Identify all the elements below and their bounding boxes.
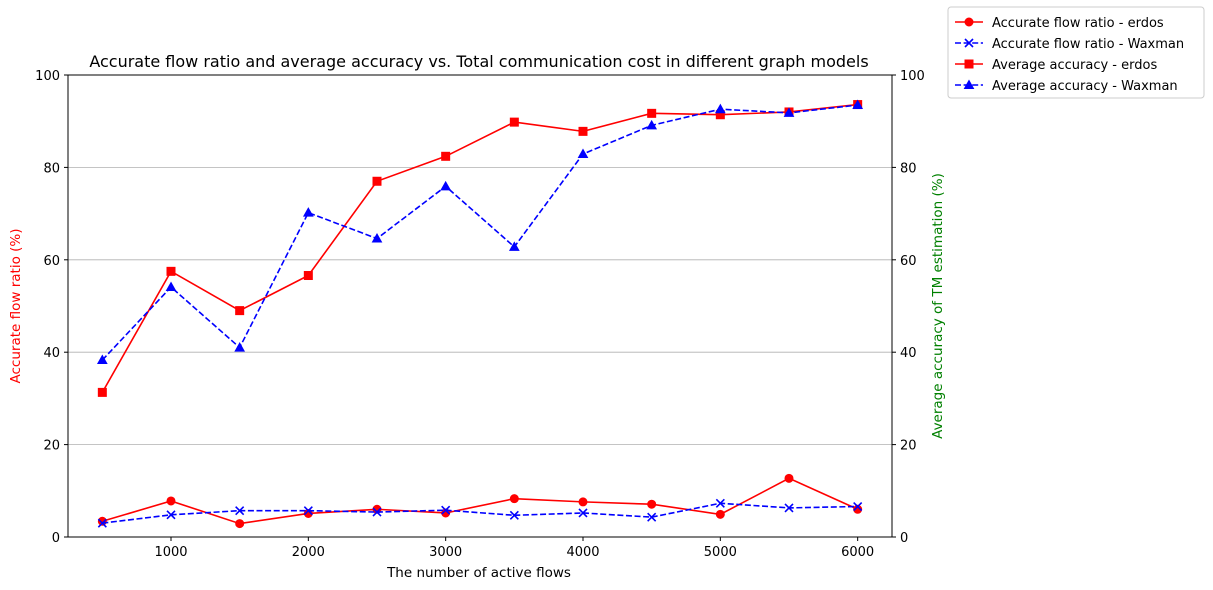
data-point (166, 266, 176, 276)
data-point (97, 387, 107, 397)
data-point (578, 126, 588, 136)
legend-marker (963, 79, 975, 89)
legend-box (947, 6, 1205, 99)
y-right-tick-label: 40 (900, 346, 917, 361)
x-tick-label: 2000 (292, 545, 325, 560)
data-point (440, 180, 452, 191)
data-point (647, 108, 657, 118)
data-point (371, 233, 383, 243)
y-left-tick-label: 100 (35, 69, 60, 84)
data-point (509, 494, 519, 504)
series-accurate-flow-ratio-waxman (97, 498, 863, 528)
data-point (235, 519, 245, 529)
data-point (646, 119, 658, 130)
data-point (784, 503, 794, 513)
series-accurate-flow-ratio-erdos (97, 473, 863, 529)
data-point (234, 342, 246, 352)
data-point (578, 508, 588, 518)
y-left-tick-label: 0 (52, 531, 60, 546)
plot-frame (67, 74, 893, 538)
data-point (784, 473, 794, 483)
data-point (853, 501, 863, 512)
data-point (165, 281, 177, 292)
data-point (97, 518, 107, 528)
series-line (101, 104, 858, 361)
data-point (714, 103, 726, 114)
data-point (783, 107, 795, 117)
legend-label: Average accuracy - erdos (992, 58, 1157, 73)
data-point (96, 354, 108, 365)
data-point (303, 271, 313, 281)
chart-title: Accurate flow ratio and average accuracy… (89, 52, 868, 71)
legend: Accurate flow ratio - erdos Accurate flow… (947, 6, 1205, 99)
y-axis-right-title: Average accuracy of TM estimation (%) (930, 173, 946, 439)
x-axis: 1000 2000 3000 4000 5000 6000 (154, 537, 874, 560)
y-right-tick-label: 0 (900, 531, 908, 546)
x-axis-title: The number of active flows (386, 565, 571, 581)
legend-entry: Average accuracy - erdos (955, 58, 1157, 73)
series-line (102, 477, 858, 525)
data-point (509, 117, 519, 127)
y-right-tick-label: 80 (900, 161, 917, 176)
legend-label: Accurate flow ratio - erdos (992, 16, 1164, 31)
x-tick-label: 6000 (841, 545, 874, 560)
data-point (647, 499, 657, 509)
data-point (235, 506, 245, 516)
legend-entry: Accurate flow ratio - erdos (955, 16, 1164, 31)
data-point (577, 148, 589, 159)
data-point (303, 506, 313, 516)
data-point (235, 306, 245, 316)
y-left-tick-label: 60 (43, 254, 60, 269)
data-point (715, 509, 725, 519)
data-point (441, 151, 451, 161)
series-line (101, 103, 858, 393)
data-point (578, 497, 588, 507)
legend-label: Accurate flow ratio - Waxman (992, 37, 1184, 52)
data-point (372, 507, 382, 517)
y-right-tick-label: 20 (900, 439, 917, 454)
x-tick-label: 1000 (154, 545, 187, 560)
x-tick-label: 3000 (429, 545, 462, 560)
data-point (166, 510, 176, 520)
data-point (166, 496, 176, 506)
series-average-accuracy-waxman (96, 99, 864, 365)
legend-marker (964, 17, 974, 27)
y-axis-right: 0 20 40 60 80 100 (892, 69, 925, 546)
data-point (302, 207, 314, 217)
data-point (647, 512, 657, 522)
y-right-tick-label: 60 (900, 254, 917, 269)
series-line (102, 502, 858, 524)
y-axis-left-title: Accurate flow ratio (%) (8, 229, 24, 384)
legend-entry: Accurate flow ratio - Waxman (955, 37, 1184, 52)
x-tick-label: 4000 (566, 545, 599, 560)
y-axis-left: 0 20 40 60 80 100 (35, 69, 68, 546)
data-point (853, 504, 863, 514)
legend-entry: Average accuracy - Waxman (955, 79, 1178, 94)
data-point (508, 241, 520, 251)
legend-marker (964, 38, 974, 48)
legend-marker (964, 59, 974, 69)
y-left-tick-label: 20 (43, 439, 60, 454)
y-right-tick-label: 100 (900, 69, 925, 84)
legend-label: Average accuracy - Waxman (992, 79, 1178, 94)
grid-lines (68, 166, 892, 446)
data-point (852, 99, 864, 110)
data-point (372, 176, 382, 186)
data-point (509, 510, 519, 520)
y-left-tick-label: 40 (43, 346, 60, 361)
data-point (441, 505, 451, 515)
data-point (715, 498, 725, 508)
x-tick-label: 5000 (704, 545, 737, 560)
y-left-tick-label: 80 (43, 161, 60, 176)
series-layer (96, 99, 864, 529)
